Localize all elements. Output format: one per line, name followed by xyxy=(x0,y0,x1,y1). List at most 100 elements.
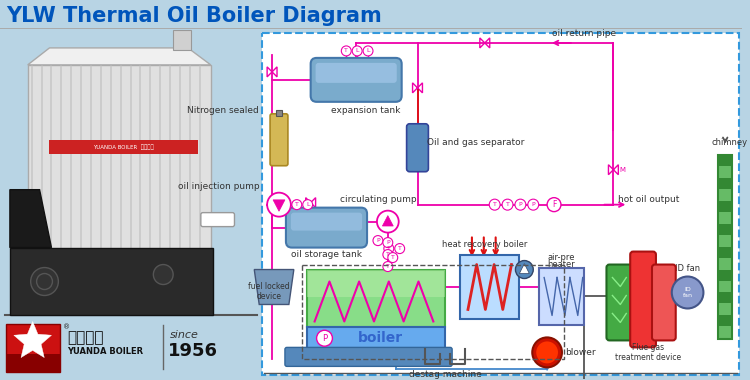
Text: heat recovery boiler: heat recovery boiler xyxy=(442,240,527,249)
Polygon shape xyxy=(306,198,316,207)
Polygon shape xyxy=(10,190,52,248)
Text: since: since xyxy=(170,331,199,340)
Text: T: T xyxy=(344,48,348,54)
Text: T: T xyxy=(387,246,391,251)
Text: P: P xyxy=(386,240,390,245)
FancyBboxPatch shape xyxy=(270,114,288,166)
Circle shape xyxy=(267,193,291,217)
FancyBboxPatch shape xyxy=(28,65,211,250)
Text: hot oil output: hot oil output xyxy=(618,195,680,204)
Polygon shape xyxy=(267,67,277,77)
Circle shape xyxy=(489,199,500,210)
Bar xyxy=(307,269,446,327)
Circle shape xyxy=(515,261,533,279)
Bar xyxy=(718,155,732,339)
Bar xyxy=(460,255,520,320)
Text: oil return pipe: oil return pipe xyxy=(552,29,616,38)
Bar xyxy=(718,223,732,234)
Text: P: P xyxy=(518,202,522,207)
Bar xyxy=(307,269,446,298)
Circle shape xyxy=(303,200,313,210)
Text: Nitrogen sealed: Nitrogen sealed xyxy=(188,106,260,115)
Polygon shape xyxy=(273,200,285,211)
Text: T: T xyxy=(493,202,496,207)
Text: L: L xyxy=(366,48,370,54)
Circle shape xyxy=(341,46,351,56)
Circle shape xyxy=(528,199,538,210)
Circle shape xyxy=(377,211,399,233)
Text: P: P xyxy=(376,238,380,243)
Circle shape xyxy=(532,337,562,367)
Bar xyxy=(718,247,732,258)
Text: destag machine: destag machine xyxy=(409,370,482,379)
Polygon shape xyxy=(480,38,490,48)
Bar xyxy=(276,110,282,116)
FancyBboxPatch shape xyxy=(652,264,676,340)
Circle shape xyxy=(383,238,393,248)
Text: chimney: chimney xyxy=(711,138,747,147)
Bar xyxy=(6,355,60,372)
Polygon shape xyxy=(520,264,530,274)
Circle shape xyxy=(388,253,398,263)
Bar xyxy=(6,325,60,372)
Circle shape xyxy=(363,46,373,56)
Circle shape xyxy=(316,330,332,346)
Circle shape xyxy=(383,250,393,260)
Circle shape xyxy=(153,264,173,285)
Polygon shape xyxy=(608,165,618,175)
Text: blower: blower xyxy=(565,348,596,357)
Text: fuel locked
device: fuel locked device xyxy=(248,282,290,301)
Circle shape xyxy=(31,268,58,296)
Circle shape xyxy=(515,199,526,210)
Polygon shape xyxy=(413,83,422,93)
Bar xyxy=(302,264,564,359)
FancyBboxPatch shape xyxy=(285,347,452,366)
Bar xyxy=(718,178,732,189)
Text: air-pre: air-pre xyxy=(548,253,575,262)
Text: oil storage tank: oil storage tank xyxy=(291,250,362,258)
Circle shape xyxy=(37,274,52,290)
Text: heater: heater xyxy=(548,260,575,269)
Text: T: T xyxy=(295,202,298,207)
Text: P: P xyxy=(532,202,535,207)
Text: T: T xyxy=(391,255,394,260)
Circle shape xyxy=(502,199,513,210)
FancyBboxPatch shape xyxy=(201,213,235,226)
Circle shape xyxy=(352,46,362,56)
Bar xyxy=(718,155,732,166)
Text: YLW Thermal Oil Boiler Diagram: YLW Thermal Oil Boiler Diagram xyxy=(6,6,382,26)
FancyBboxPatch shape xyxy=(630,252,656,347)
Text: L: L xyxy=(356,48,359,54)
Bar xyxy=(539,268,584,325)
Circle shape xyxy=(383,261,393,272)
Circle shape xyxy=(394,244,405,253)
Text: M: M xyxy=(620,167,626,173)
Text: T: T xyxy=(386,264,390,269)
Text: L: L xyxy=(306,202,310,207)
FancyBboxPatch shape xyxy=(406,124,428,172)
Bar xyxy=(718,293,732,304)
Text: circulating pump: circulating pump xyxy=(340,195,416,204)
Text: P: P xyxy=(322,334,327,343)
Polygon shape xyxy=(28,48,211,65)
Polygon shape xyxy=(254,269,294,304)
Text: YUANDA BOILER: YUANDA BOILER xyxy=(68,347,143,356)
Bar xyxy=(718,269,732,280)
Text: ®: ® xyxy=(63,325,70,331)
Circle shape xyxy=(672,277,704,309)
Bar xyxy=(10,248,213,315)
Polygon shape xyxy=(382,215,393,226)
Circle shape xyxy=(547,198,561,212)
Bar xyxy=(307,327,446,349)
Bar xyxy=(262,33,739,375)
Bar xyxy=(0,28,260,379)
Text: ID fan: ID fan xyxy=(675,264,700,273)
Text: 远大锅炉: 远大锅炉 xyxy=(68,330,104,345)
Text: 1956: 1956 xyxy=(168,342,218,360)
Text: T: T xyxy=(398,246,402,251)
Polygon shape xyxy=(13,321,52,358)
FancyBboxPatch shape xyxy=(286,207,367,248)
Text: oil injection pump: oil injection pump xyxy=(178,182,260,191)
Text: T: T xyxy=(386,252,390,257)
Text: T: T xyxy=(506,202,509,207)
